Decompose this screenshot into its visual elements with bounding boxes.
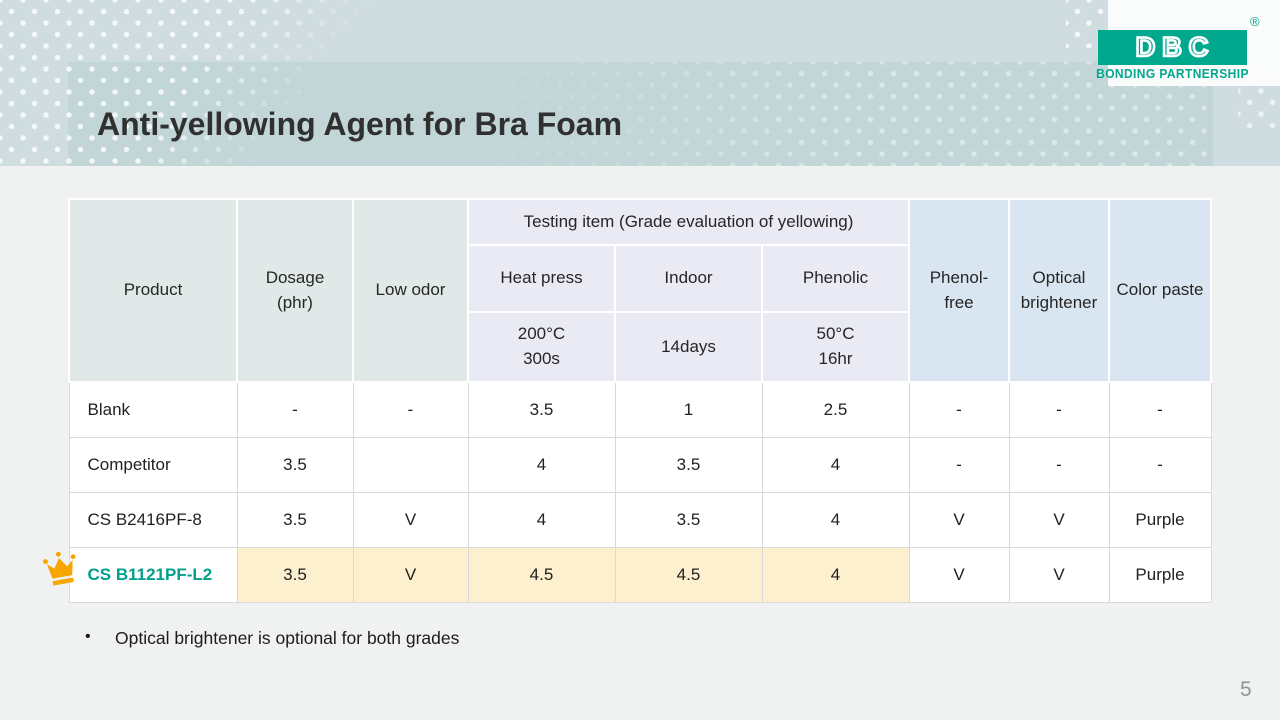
table-cell: V [908, 491, 1010, 548]
table-row: CS B2416PF-8 3.5 V 4 3.5 4 V V Purple [68, 491, 1212, 548]
results-table: Product Dosage (phr) Low odor Testing it… [68, 198, 1212, 603]
col-header-heat-press: Heat press [467, 244, 616, 313]
col-subheader-indoor-condition: 14days [614, 311, 763, 383]
page-number: 5 [1240, 678, 1252, 701]
table-cell: 1 [614, 381, 763, 438]
table-row: Competitor 3.5 4 3.5 4- - - [68, 436, 1212, 493]
table-cell: 4 [467, 436, 616, 493]
results-table-wrap: Product Dosage (phr) Low odor Testing it… [68, 198, 1212, 603]
product-name-cell: CS B1121PF-L2 [68, 546, 238, 603]
table-cell: V [1008, 491, 1110, 548]
table-body: Blank - -3.5 1 2.5- - - Competitor 3.5 4 3.5 4- -… [68, 381, 1212, 603]
col-header-optical-brightener: Optical brightener [1008, 198, 1110, 383]
table-cell: V [908, 546, 1010, 603]
table-cell: - [908, 436, 1010, 493]
table-cell: 4.5 [614, 546, 763, 603]
col-header-phenolic: Phenolic [761, 244, 910, 313]
table-row: CS B1121PF-L2 3.5 V 4.5 4.5 4 V V Purple [68, 546, 1212, 603]
table-cell: - [236, 381, 354, 438]
dbc-logo-text: DBC [1134, 31, 1216, 64]
table-cell: - [1108, 381, 1212, 438]
product-name-cell: Blank [68, 381, 238, 438]
col-header-testing-item: Testing item (Grade evaluation of yellow… [467, 198, 910, 246]
dots-pattern-title-bar [445, 62, 1210, 166]
table-cell: V [352, 491, 469, 548]
table-cell: V [1008, 546, 1110, 603]
registered-trademark-icon: ® [1250, 14, 1260, 29]
col-subheader-phenolic-condition: 50°C 16hr [761, 311, 910, 383]
table-cell [352, 436, 469, 493]
table-cell: 4 [761, 546, 910, 603]
table-cell: Purple [1108, 546, 1212, 603]
col-header-indoor: Indoor [614, 244, 763, 313]
product-name-cell: Competitor [68, 436, 238, 493]
dots-pattern-top-right [1238, 68, 1280, 128]
table-cell: 3.5 [236, 546, 354, 603]
table-cell: 4.5 [467, 546, 616, 603]
col-header-phenol-free: Phenol- free [908, 198, 1010, 383]
table-cell: - [352, 381, 469, 438]
dots-pattern-top-left [0, 0, 398, 166]
bullet-icon: • [85, 628, 91, 645]
table-cell: Purple [1108, 491, 1212, 548]
slide-note: • Optical brightener is optional for bot… [85, 628, 459, 649]
table-cell: V [352, 546, 469, 603]
col-header-dosage: Dosage (phr) [236, 198, 354, 383]
table-cell: 2.5 [761, 381, 910, 438]
table-cell: - [1008, 436, 1110, 493]
dbc-logo: DBC [1098, 30, 1247, 65]
table-cell: 3.5 [467, 381, 616, 438]
table-cell: 4 [467, 491, 616, 548]
col-header-product: Product [68, 198, 238, 383]
col-header-low-odor: Low odor [352, 198, 469, 383]
table-cell: - [1008, 381, 1110, 438]
table-cell: 3.5 [236, 491, 354, 548]
col-header-color-paste: Color paste [1108, 198, 1212, 383]
product-name-cell: CS B2416PF-8 [68, 491, 238, 548]
crown-icon [43, 551, 76, 586]
table-cell: 3.5 [614, 436, 763, 493]
note-text: Optical brightener is optional for both … [115, 628, 460, 648]
col-subheader-heat-press-condition: 200°C 300s [467, 311, 616, 383]
table-row: Blank - -3.5 1 2.5- - - [68, 381, 1212, 438]
slide-title: Anti-yellowing Agent for Bra Foam [97, 106, 623, 142]
table-cell: 3.5 [236, 436, 354, 493]
table-cell: - [908, 381, 1010, 438]
dbc-logo-subtext: BONDING PARTNERSHIP [1096, 66, 1249, 82]
table-cell: 4 [761, 436, 910, 493]
table-cell: 3.5 [614, 491, 763, 548]
table-cell: 4 [761, 491, 910, 548]
table-cell: - [1108, 436, 1212, 493]
